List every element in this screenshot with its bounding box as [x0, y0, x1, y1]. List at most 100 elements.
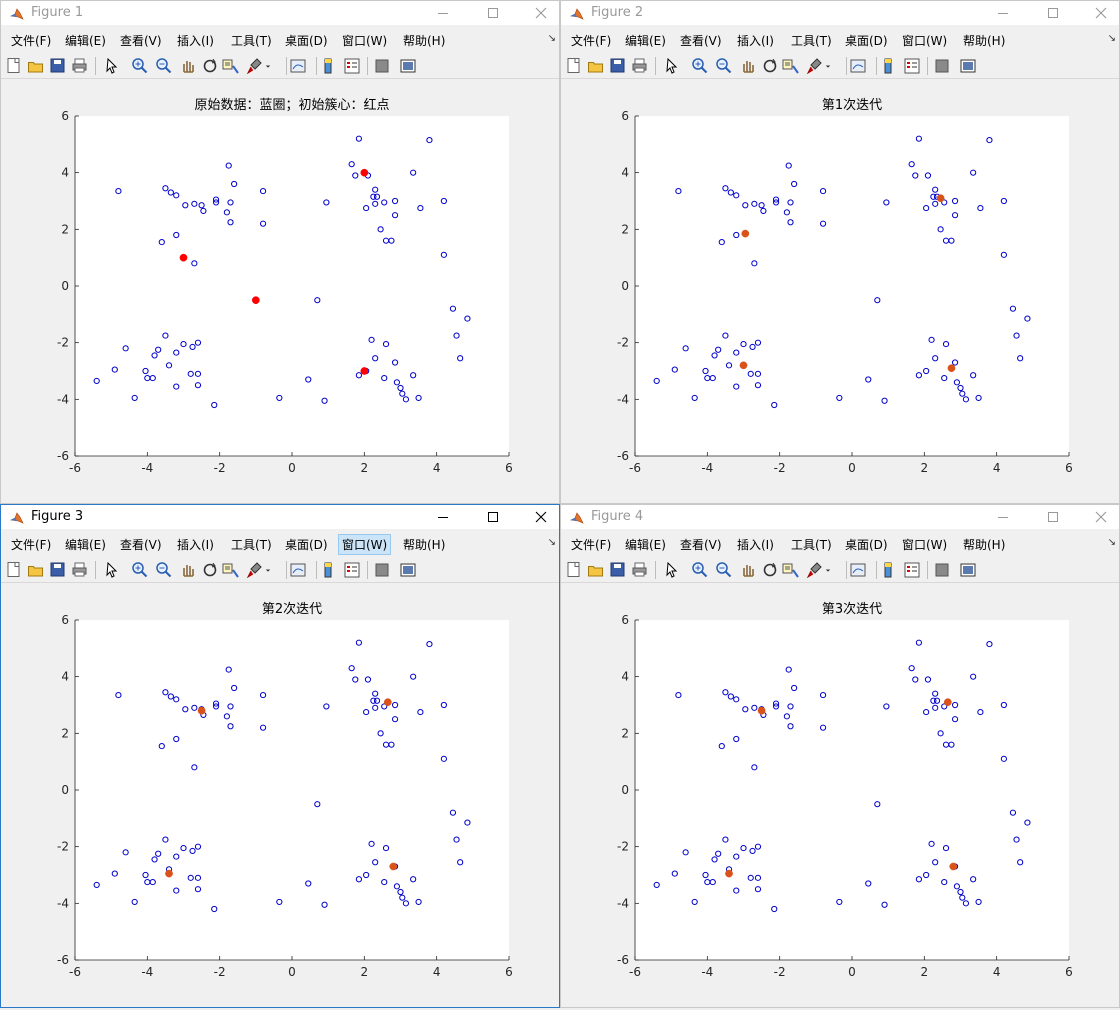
scatter-plot[interactable]: 第2次迭代 -6 -4 -2 0 2 4 6 -6 -4 -2 0 2 4 6 [1, 587, 560, 1007]
menu-item[interactable]: 桌面(D) [845, 34, 888, 48]
hide-plot-tools-button[interactable] [373, 57, 391, 75]
link-plot-button[interactable] [289, 561, 307, 579]
print-button[interactable] [71, 561, 89, 579]
zoom-in-button[interactable] [131, 561, 149, 579]
rotate-3d-button[interactable] [761, 561, 779, 579]
menu-item[interactable]: 工具(T) [791, 34, 832, 48]
brush-button[interactable] [245, 57, 263, 75]
data-cursor-button[interactable] [221, 561, 239, 579]
minimize-button[interactable] [981, 505, 1025, 529]
show-plot-tools-button[interactable] [399, 57, 417, 75]
insert-colorbar-button[interactable] [879, 561, 897, 579]
menu-item[interactable]: 查看(V) [680, 538, 722, 552]
maximize-button[interactable] [1031, 505, 1075, 529]
hide-plot-tools-button[interactable] [373, 561, 391, 579]
menu-item[interactable]: 帮助(H) [403, 34, 446, 48]
close-button[interactable] [519, 1, 559, 25]
rotate-3d-button[interactable] [761, 57, 779, 75]
menu-item[interactable]: 插入(I) [737, 34, 774, 48]
menu-overflow-icon[interactable]: ↘ [547, 33, 556, 44]
edit-plot-button[interactable] [103, 57, 121, 75]
link-plot-button[interactable] [289, 57, 307, 75]
data-cursor-button[interactable] [781, 561, 799, 579]
insert-legend-button[interactable] [343, 57, 361, 75]
zoom-in-button[interactable] [691, 561, 709, 579]
insert-legend-button[interactable] [903, 561, 921, 579]
save-button[interactable] [49, 57, 67, 75]
menu-item[interactable]: 编辑(E) [625, 538, 666, 552]
print-button[interactable] [631, 561, 649, 579]
insert-colorbar-button[interactable] [879, 57, 897, 75]
edit-plot-button[interactable] [663, 561, 681, 579]
rotate-3d-button[interactable] [201, 561, 219, 579]
menu-item[interactable]: 帮助(H) [403, 538, 446, 552]
save-button[interactable] [609, 57, 627, 75]
print-button[interactable] [71, 57, 89, 75]
title-bar[interactable]: Figure 1 [1, 1, 559, 25]
menu-item[interactable]: 帮助(H) [963, 34, 1006, 48]
save-button[interactable] [49, 561, 67, 579]
menu-item[interactable]: 窗口(W) [342, 34, 388, 48]
menu-item[interactable]: 文件(F) [571, 34, 612, 48]
minimize-button[interactable] [981, 1, 1025, 25]
new-figure-button[interactable] [565, 57, 583, 75]
close-button[interactable] [1079, 505, 1119, 529]
menu-item[interactable]: 查看(V) [120, 538, 162, 552]
title-bar[interactable]: Figure 3 [1, 505, 559, 529]
scatter-plot[interactable]: 原始数据：蓝圈；初始簇心：红点 -6 -4 -2 0 2 4 6 -6 -4 -2 0 2 4 6 [1, 83, 560, 503]
show-plot-tools-button[interactable] [959, 57, 977, 75]
link-plot-button[interactable] [849, 57, 867, 75]
link-plot-button[interactable] [849, 561, 867, 579]
menu-item[interactable]: 编辑(E) [65, 34, 106, 48]
menu-item[interactable]: 桌面(D) [285, 538, 328, 552]
menu-item[interactable]: 桌面(D) [285, 34, 328, 48]
zoom-in-button[interactable] [691, 57, 709, 75]
menu-item[interactable]: 桌面(D) [845, 538, 888, 552]
close-button[interactable] [1079, 1, 1119, 25]
menu-overflow-icon[interactable]: ↘ [547, 537, 556, 548]
minimize-button[interactable] [421, 1, 465, 25]
zoom-out-button[interactable] [155, 57, 173, 75]
data-cursor-button[interactable] [781, 57, 799, 75]
zoom-out-button[interactable] [715, 561, 733, 579]
pan-button[interactable] [179, 561, 197, 579]
open-file-button[interactable] [587, 57, 605, 75]
menu-item[interactable]: 窗口(W) [902, 538, 948, 552]
pan-button[interactable] [739, 57, 757, 75]
menu-item[interactable]: 查看(V) [680, 34, 722, 48]
menu-overflow-icon[interactable]: ↘ [1107, 33, 1116, 44]
new-figure-button[interactable] [5, 561, 23, 579]
pan-button[interactable] [179, 57, 197, 75]
menu-overflow-icon[interactable]: ↘ [1107, 537, 1116, 548]
menu-item[interactable]: 文件(F) [571, 538, 612, 552]
show-plot-tools-button[interactable] [959, 561, 977, 579]
menu-item[interactable]: 工具(T) [791, 538, 832, 552]
edit-plot-button[interactable] [663, 57, 681, 75]
data-cursor-button[interactable] [221, 57, 239, 75]
show-plot-tools-button[interactable] [399, 561, 417, 579]
zoom-out-button[interactable] [155, 561, 173, 579]
close-button[interactable] [519, 505, 559, 529]
maximize-button[interactable] [471, 505, 515, 529]
insert-legend-button[interactable] [903, 57, 921, 75]
brush-button[interactable] [245, 561, 263, 579]
menu-item[interactable]: 帮助(H) [963, 538, 1006, 552]
save-button[interactable] [609, 561, 627, 579]
brush-button[interactable] [805, 57, 823, 75]
menu-item[interactable]: 窗口(W) [338, 534, 392, 555]
menu-item[interactable]: 编辑(E) [625, 34, 666, 48]
insert-colorbar-button[interactable] [319, 57, 337, 75]
menu-item[interactable]: 查看(V) [120, 34, 162, 48]
title-bar[interactable]: Figure 4 [561, 505, 1119, 529]
brush-dropdown-button[interactable] [263, 561, 273, 579]
insert-legend-button[interactable] [343, 561, 361, 579]
pan-button[interactable] [739, 561, 757, 579]
menu-item[interactable]: 工具(T) [231, 538, 272, 552]
zoom-out-button[interactable] [715, 57, 733, 75]
menu-item[interactable]: 工具(T) [231, 34, 272, 48]
menu-item[interactable]: 文件(F) [11, 34, 52, 48]
insert-colorbar-button[interactable] [319, 561, 337, 579]
minimize-button[interactable] [421, 505, 465, 529]
menu-item[interactable]: 编辑(E) [65, 538, 106, 552]
new-figure-button[interactable] [565, 561, 583, 579]
